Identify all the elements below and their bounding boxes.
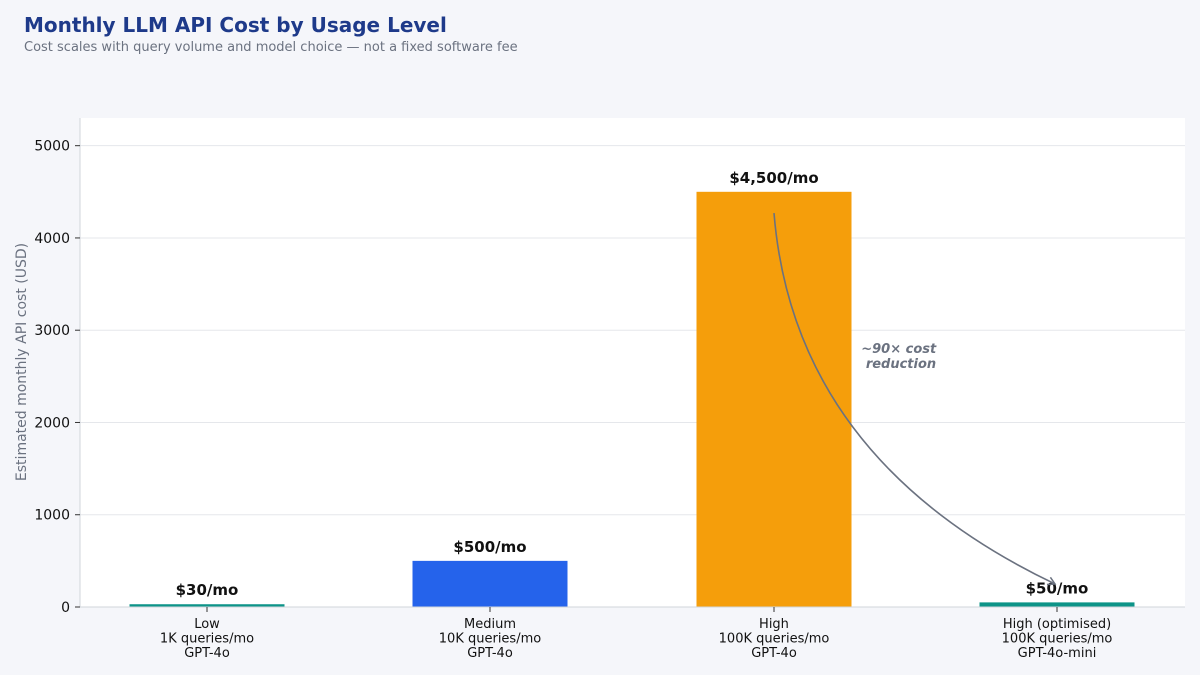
x-tick-label: High (optimised) 100K queries/mo GPT-4o-mi… xyxy=(1002,617,1113,661)
data-label: $30/mo xyxy=(176,581,239,599)
bar-4 xyxy=(979,602,1135,607)
data-label: $500/mo xyxy=(453,538,526,556)
reduction-annotation: ~90× cost reduction xyxy=(861,342,941,372)
y-tick-label: 3000 xyxy=(34,323,70,339)
x-tick-label-line: 1K queries/mo xyxy=(160,632,254,647)
x-tick-label-line: GPT-4o xyxy=(184,646,230,661)
bar-1 xyxy=(129,604,285,607)
x-tick-label-line: 10K queries/mo xyxy=(439,632,541,647)
bar-2 xyxy=(412,560,568,607)
y-ticks: 0 1000 2000 3000 4000 5000 xyxy=(34,139,80,616)
gridlines xyxy=(80,145,1185,516)
y-tick-label: 0 xyxy=(61,600,70,616)
x-tick-label-line: Medium xyxy=(464,617,516,632)
y-tick-label: 1000 xyxy=(34,508,70,524)
bar-3 xyxy=(696,191,852,607)
x-tick-label-line: Low xyxy=(194,617,220,632)
x-tick-label-line: GPT-4o xyxy=(751,646,797,661)
y-tick-label: 2000 xyxy=(34,415,70,431)
chart-subtitle: Cost scales with query volume and model … xyxy=(24,40,518,55)
x-tick-label: Low 1K queries/mo GPT-4o xyxy=(160,617,254,661)
x-tick-label-line: High (optimised) xyxy=(1003,617,1111,632)
y-tick-label: 5000 xyxy=(34,139,70,155)
data-label: $50/mo xyxy=(1026,579,1089,597)
x-tick-label: High 100K queries/mo GPT-4o xyxy=(719,617,830,661)
y-tick-label: 4000 xyxy=(34,231,70,247)
data-labels: $30/mo $500/mo $4,500/mo $50/mo xyxy=(176,169,1089,599)
x-tick-label-line: High xyxy=(759,617,789,632)
x-tick-label-line: GPT-4o xyxy=(467,646,513,661)
x-tick-label: Medium 10K queries/mo GPT-4o xyxy=(439,617,541,661)
x-tick-label-line: GPT-4o-mini xyxy=(1018,646,1097,661)
annotation-line-2: reduction xyxy=(866,357,936,372)
y-axis-label: Estimated monthly API cost (USD) xyxy=(14,243,30,481)
reduction-arrow xyxy=(773,212,1057,586)
bars xyxy=(129,191,1135,607)
plot-area xyxy=(80,118,1185,607)
chart-title: Monthly LLM API Cost by Usage Level xyxy=(24,13,447,37)
x-tick-label-line: 100K queries/mo xyxy=(719,632,830,647)
data-label: $4,500/mo xyxy=(729,169,818,187)
x-tick-label-line: 100K queries/mo xyxy=(1002,632,1113,647)
annotation-line-1: ~90× cost xyxy=(861,342,937,357)
